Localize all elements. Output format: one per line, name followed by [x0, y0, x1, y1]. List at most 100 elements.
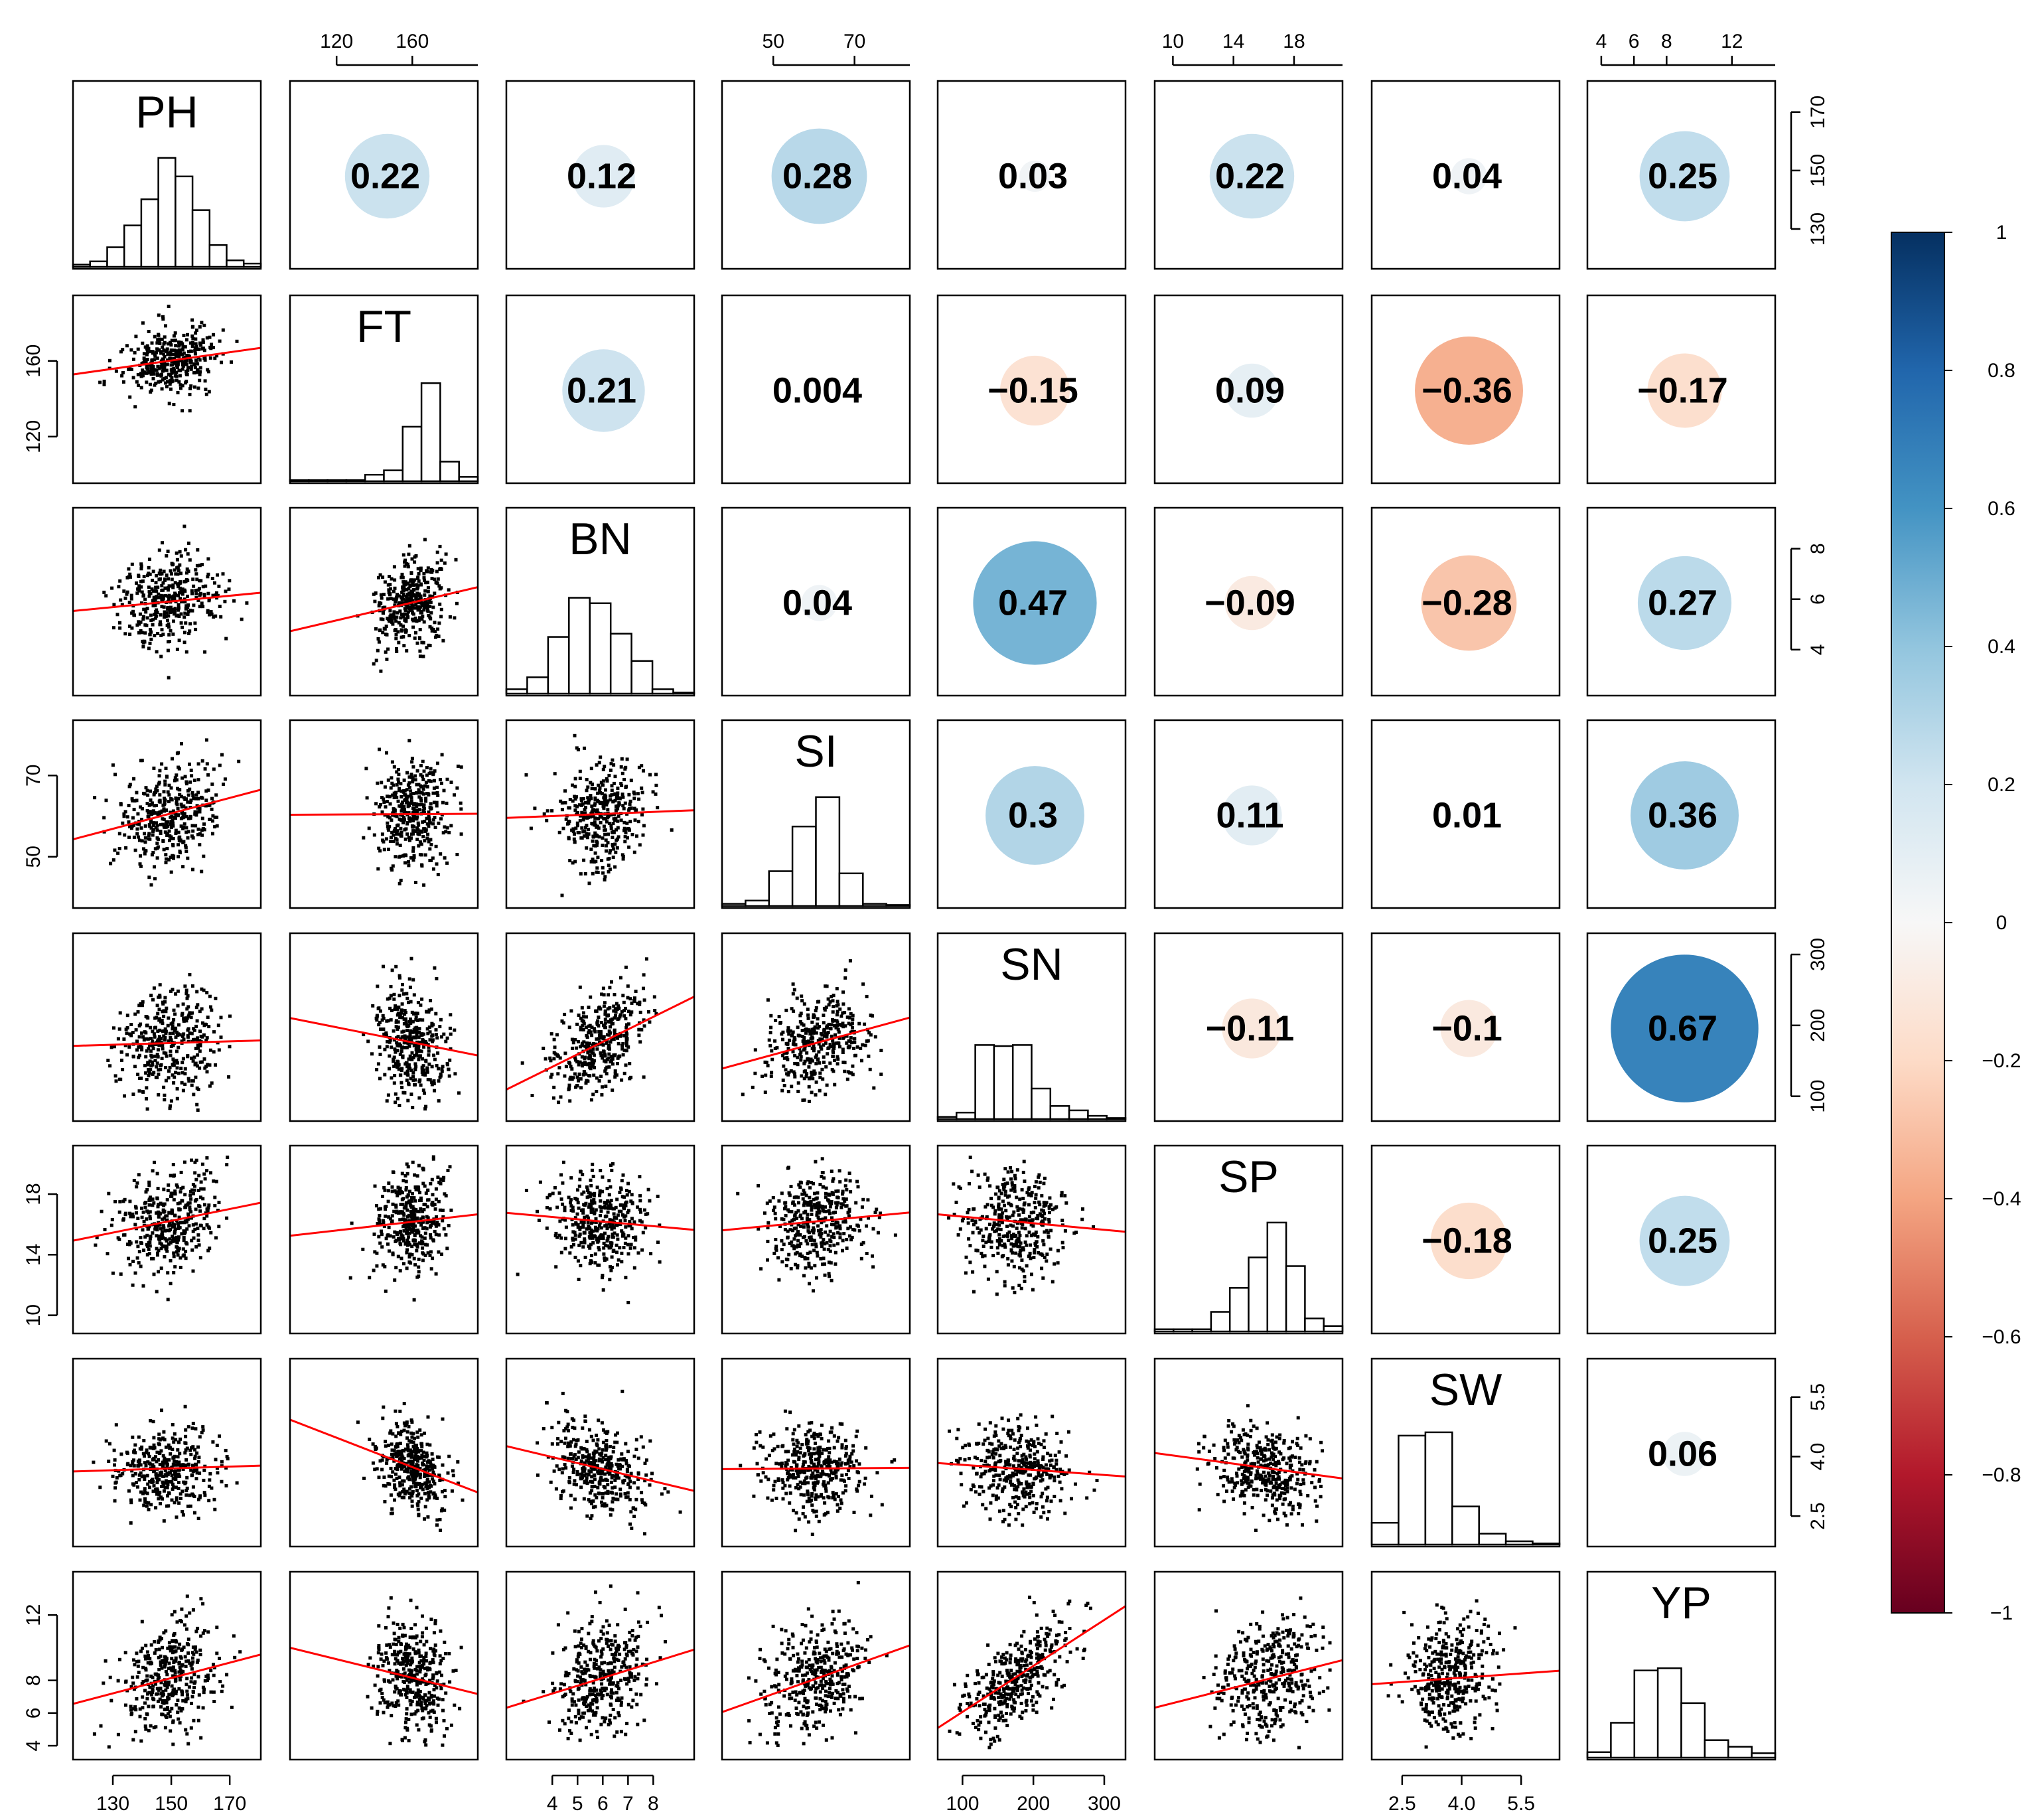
- data-point: [117, 1077, 121, 1081]
- data-point: [141, 594, 145, 598]
- data-point: [405, 1069, 409, 1073]
- data-point: [145, 808, 149, 812]
- data-point: [208, 335, 212, 339]
- data-point: [155, 1065, 159, 1069]
- data-point: [592, 1198, 596, 1202]
- data-point: [184, 548, 188, 552]
- data-point: [177, 843, 180, 847]
- data-point: [149, 350, 153, 354]
- data-point: [149, 994, 153, 998]
- data-point: [407, 1057, 411, 1061]
- data-point: [163, 798, 167, 802]
- histogram-bar: [672, 692, 695, 695]
- data-point: [419, 1223, 423, 1227]
- data-point: [385, 633, 389, 637]
- data-point: [438, 602, 442, 606]
- data-point: [389, 1018, 393, 1022]
- data-point: [184, 1016, 188, 1020]
- data-point: [633, 818, 637, 822]
- data-point: [390, 1219, 394, 1223]
- data-point: [802, 1077, 806, 1081]
- data-point: [157, 1249, 161, 1252]
- data-point: [162, 1014, 166, 1018]
- data-point: [173, 331, 177, 335]
- data-point: [397, 1063, 401, 1067]
- data-point: [613, 993, 617, 997]
- data-point: [394, 1025, 398, 1029]
- data-point: [177, 352, 181, 356]
- data-point: [601, 1234, 605, 1237]
- data-point: [161, 317, 165, 321]
- data-point: [376, 1062, 380, 1066]
- data-point: [640, 1220, 644, 1224]
- data-point: [625, 757, 629, 761]
- data-point: [153, 877, 157, 881]
- data-point: [453, 1028, 457, 1032]
- data-point: [397, 1005, 401, 1009]
- data-point: [373, 1250, 377, 1254]
- data-point: [415, 804, 419, 808]
- data-point: [583, 829, 587, 833]
- data-point: [605, 1065, 609, 1069]
- data-point: [145, 802, 149, 805]
- data-point: [179, 1067, 183, 1070]
- data-point: [825, 1032, 829, 1036]
- data-point: [179, 1187, 183, 1190]
- data-point: [597, 1040, 601, 1044]
- data-point: [567, 1088, 571, 1092]
- regression-line: [290, 1017, 478, 1057]
- data-point: [602, 796, 606, 800]
- data-point: [407, 544, 411, 548]
- data-point: [408, 1202, 412, 1205]
- data-point: [589, 847, 593, 851]
- data-point: [409, 801, 413, 805]
- data-point: [162, 790, 166, 794]
- data-point: [151, 1039, 155, 1043]
- histogram-bar: [420, 382, 441, 483]
- data-point: [607, 822, 611, 826]
- data-point: [412, 1035, 416, 1039]
- data-point: [188, 1205, 192, 1209]
- data-point: [133, 1223, 137, 1227]
- data-point: [164, 853, 168, 857]
- data-point: [621, 857, 625, 861]
- data-point: [171, 1239, 175, 1243]
- data-point: [396, 768, 400, 771]
- data-point: [206, 575, 210, 579]
- data-point: [180, 1199, 184, 1203]
- data-point: [814, 1006, 818, 1010]
- data-point: [176, 391, 180, 395]
- data-point: [397, 601, 401, 605]
- data-point: [219, 615, 223, 619]
- data-point: [167, 1016, 171, 1020]
- data-point: [624, 1041, 628, 1044]
- data-point: [459, 801, 463, 805]
- data-point: [425, 773, 429, 777]
- data-point: [198, 806, 202, 810]
- data-point: [426, 1031, 430, 1035]
- data-point: [177, 855, 181, 859]
- data-point: [151, 824, 155, 828]
- data-point: [599, 755, 603, 759]
- data-point: [194, 329, 198, 332]
- panel-frame: [505, 80, 695, 270]
- data-point: [378, 805, 382, 809]
- data-point: [404, 1227, 408, 1231]
- data-point: [193, 812, 197, 816]
- data-point: [390, 1214, 394, 1218]
- data-point: [202, 1187, 206, 1191]
- data-point: [398, 1189, 401, 1193]
- data-point: [549, 1032, 553, 1036]
- data-point: [362, 1033, 366, 1037]
- data-point: [184, 992, 188, 996]
- data-point: [853, 1040, 857, 1044]
- data-point: [400, 795, 403, 798]
- data-point: [407, 1083, 411, 1087]
- data-point: [186, 1014, 190, 1018]
- data-point: [441, 1065, 445, 1069]
- data-point: [622, 806, 626, 810]
- data-point: [181, 826, 185, 830]
- data-point: [405, 1195, 409, 1199]
- data-point: [606, 841, 610, 845]
- correlation-value: 0.21: [567, 371, 636, 411]
